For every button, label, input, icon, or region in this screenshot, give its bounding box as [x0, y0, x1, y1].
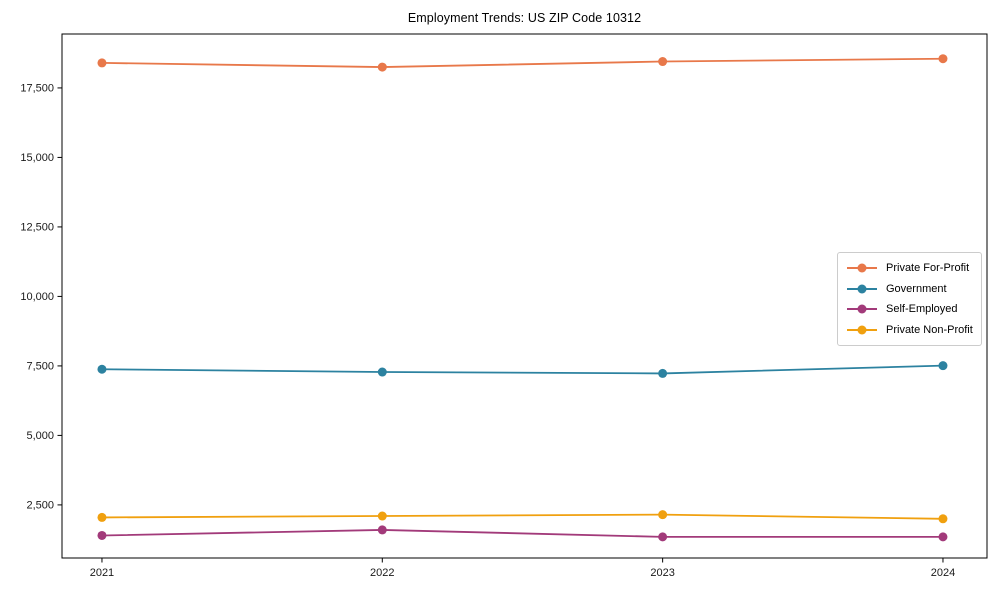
y-tick-label: 2,500 [26, 500, 54, 512]
data-point-self-employed [938, 532, 948, 542]
legend-dot-icon [857, 304, 867, 314]
data-point-government [377, 367, 387, 377]
legend-item-government: Government [847, 279, 973, 300]
x-tick-label: 2022 [370, 567, 394, 579]
legend-label: Private Non-Profit [886, 323, 973, 336]
data-point-private-non-profit [377, 511, 387, 521]
y-tick-label: 10,000 [20, 291, 54, 303]
y-tick-label: 7,500 [26, 361, 54, 373]
data-point-self-employed [97, 530, 107, 540]
chart-title: Employment Trends: US ZIP Code 10312 [407, 11, 642, 25]
data-point-private-for-profit [658, 57, 668, 67]
legend-label: Self-Employed [886, 303, 958, 316]
legend-line-marker-icon [847, 263, 877, 273]
x-tick-label: 2023 [650, 567, 674, 579]
y-tick-label: 12,500 [20, 222, 54, 234]
data-point-government [658, 368, 668, 378]
data-point-self-employed [658, 532, 668, 542]
legend-line-marker-icon [847, 284, 877, 294]
series-line-private-non-profit [101, 513, 943, 520]
legend-item-self-employed: Self-Employed [847, 299, 973, 320]
legend-dot-icon [857, 263, 867, 273]
legend-dot-icon [857, 284, 867, 294]
y-tick-label: 5,000 [26, 430, 54, 442]
series-line-government [101, 364, 943, 375]
data-point-self-employed [377, 525, 387, 535]
data-point-government [938, 361, 948, 371]
x-tick-label: 2021 [90, 567, 114, 579]
data-point-private-for-profit [377, 62, 387, 72]
legend-line-marker-icon [847, 304, 877, 314]
legend-line-marker-icon [847, 325, 877, 335]
data-point-private-non-profit [97, 512, 107, 522]
legend-item-private-non-profit: Private Non-Profit [847, 320, 973, 341]
y-tick-label: 15,000 [20, 152, 54, 164]
series-line-private-for-profit [101, 57, 943, 68]
legend-label: Government [886, 282, 947, 295]
legend-label: Private For-Profit [886, 262, 970, 275]
legend: Private For-Profit Government Self-Employe… [837, 252, 982, 346]
legend-dot-icon [857, 325, 867, 335]
y-tick-label: 17,500 [20, 83, 54, 95]
data-point-private-for-profit [938, 54, 948, 64]
data-point-government [97, 364, 107, 374]
data-point-private-non-profit [658, 510, 668, 520]
data-point-private-for-profit [97, 58, 107, 68]
series-line-self-employed [101, 529, 943, 538]
x-tick-label: 2024 [931, 567, 955, 579]
legend-item-private-for-profit: Private For-Profit [847, 258, 973, 279]
data-point-private-non-profit [938, 514, 948, 524]
